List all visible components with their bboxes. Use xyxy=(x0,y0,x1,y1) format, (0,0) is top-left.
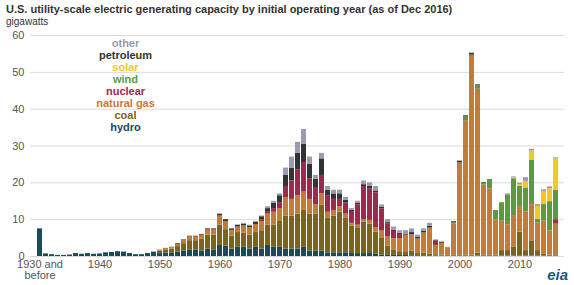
svg-text:petroleum: petroleum xyxy=(99,49,152,61)
svg-text:1970: 1970 xyxy=(268,258,292,270)
svg-text:30: 30 xyxy=(12,140,24,152)
svg-text:solar: solar xyxy=(112,61,139,73)
svg-text:1950: 1950 xyxy=(148,258,172,270)
svg-text:other: other xyxy=(112,37,140,49)
svg-text:wind: wind xyxy=(112,73,138,85)
html-text:gigawatts: gigawatts xyxy=(6,16,49,27)
svg-text:1980: 1980 xyxy=(328,258,352,270)
svg-text:0: 0 xyxy=(18,250,25,262)
svg-text:40: 40 xyxy=(12,103,24,115)
svg-text:1960: 1960 xyxy=(208,258,232,270)
html-text:eia: eia xyxy=(547,266,568,283)
html-text:U.S. utility-scale electric ge: U.S. utility-scale electric generating c… xyxy=(6,3,453,15)
svg-text:natural gas: natural gas xyxy=(96,97,155,109)
svg-text:20: 20 xyxy=(12,176,24,188)
svg-text:nuclear: nuclear xyxy=(106,85,146,97)
svg-text:coal: coal xyxy=(114,109,136,121)
svg-text:1930 andbefore: 1930 andbefore xyxy=(17,258,63,281)
svg-text:50: 50 xyxy=(12,66,24,78)
svg-text:hydro: hydro xyxy=(110,121,141,133)
svg-text:10: 10 xyxy=(12,213,24,225)
svg-text:60: 60 xyxy=(12,29,24,41)
svg-text:2000: 2000 xyxy=(448,258,472,270)
svg-text:2010: 2010 xyxy=(508,258,532,270)
svg-text:1990: 1990 xyxy=(388,258,412,270)
svg-text:1940: 1940 xyxy=(88,258,112,270)
